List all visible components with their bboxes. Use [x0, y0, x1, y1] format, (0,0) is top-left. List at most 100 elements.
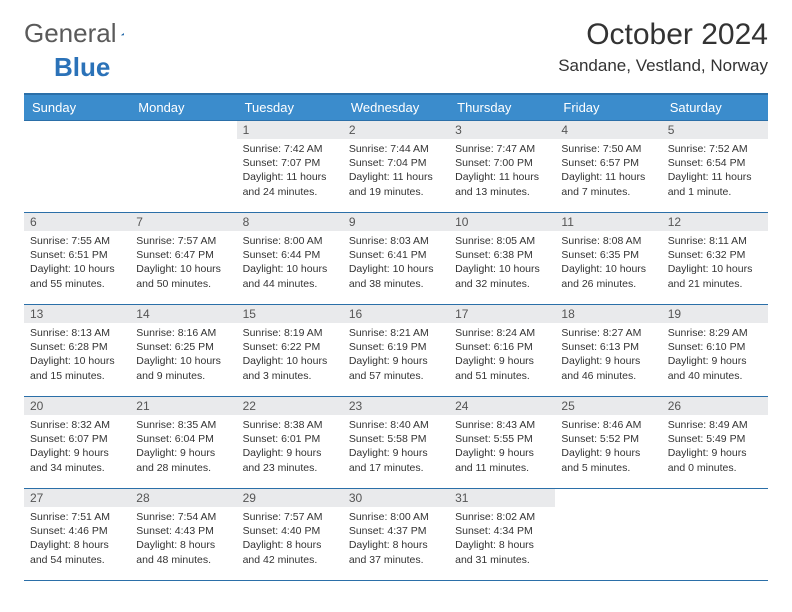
day-number: 29	[237, 489, 343, 507]
daylight-text: Daylight: 8 hours and 31 minutes.	[455, 538, 549, 566]
sunrise-text: Sunrise: 7:55 AM	[30, 234, 124, 248]
day-number: 7	[130, 213, 236, 231]
calendar-day-cell: 10Sunrise: 8:05 AMSunset: 6:38 PMDayligh…	[449, 213, 555, 305]
calendar-day-cell: 19Sunrise: 8:29 AMSunset: 6:10 PMDayligh…	[662, 305, 768, 397]
daylight-text: Daylight: 8 hours and 42 minutes.	[243, 538, 337, 566]
day-details: Sunrise: 7:54 AMSunset: 4:43 PMDaylight:…	[130, 507, 236, 571]
calendar-body: 1Sunrise: 7:42 AMSunset: 7:07 PMDaylight…	[24, 121, 768, 581]
calendar-day-cell: 22Sunrise: 8:38 AMSunset: 6:01 PMDayligh…	[237, 397, 343, 489]
calendar-day-cell: 25Sunrise: 8:46 AMSunset: 5:52 PMDayligh…	[555, 397, 661, 489]
calendar-table: SundayMondayTuesdayWednesdayThursdayFrid…	[24, 93, 768, 581]
weekday-header-row: SundayMondayTuesdayWednesdayThursdayFrid…	[24, 94, 768, 121]
daylight-text: Daylight: 10 hours and 55 minutes.	[30, 262, 124, 290]
location-text: Sandane, Vestland, Norway	[558, 56, 768, 76]
day-details: Sunrise: 8:32 AMSunset: 6:07 PMDaylight:…	[24, 415, 130, 479]
calendar-day-cell: 11Sunrise: 8:08 AMSunset: 6:35 PMDayligh…	[555, 213, 661, 305]
sunrise-text: Sunrise: 8:21 AM	[349, 326, 443, 340]
calendar-day-cell: 21Sunrise: 8:35 AMSunset: 6:04 PMDayligh…	[130, 397, 236, 489]
day-number: 8	[237, 213, 343, 231]
day-details: Sunrise: 8:49 AMSunset: 5:49 PMDaylight:…	[662, 415, 768, 479]
calendar-day-cell: 7Sunrise: 7:57 AMSunset: 6:47 PMDaylight…	[130, 213, 236, 305]
calendar-day-cell: 23Sunrise: 8:40 AMSunset: 5:58 PMDayligh…	[343, 397, 449, 489]
sunrise-text: Sunrise: 8:08 AM	[561, 234, 655, 248]
weekday-header: Tuesday	[237, 94, 343, 121]
daylight-text: Daylight: 10 hours and 50 minutes.	[136, 262, 230, 290]
sunrise-text: Sunrise: 7:51 AM	[30, 510, 124, 524]
day-number: 30	[343, 489, 449, 507]
sunset-text: Sunset: 6:47 PM	[136, 248, 230, 262]
weekday-header: Wednesday	[343, 94, 449, 121]
sunset-text: Sunset: 6:16 PM	[455, 340, 549, 354]
day-details: Sunrise: 8:24 AMSunset: 6:16 PMDaylight:…	[449, 323, 555, 387]
calendar-day-cell: 5Sunrise: 7:52 AMSunset: 6:54 PMDaylight…	[662, 121, 768, 213]
day-details: Sunrise: 7:52 AMSunset: 6:54 PMDaylight:…	[662, 139, 768, 203]
day-number: 26	[662, 397, 768, 415]
day-number: 31	[449, 489, 555, 507]
sunset-text: Sunset: 6:57 PM	[561, 156, 655, 170]
day-details: Sunrise: 8:00 AMSunset: 4:37 PMDaylight:…	[343, 507, 449, 571]
sunset-text: Sunset: 6:35 PM	[561, 248, 655, 262]
calendar-day-cell: 26Sunrise: 8:49 AMSunset: 5:49 PMDayligh…	[662, 397, 768, 489]
sunset-text: Sunset: 7:07 PM	[243, 156, 337, 170]
sunset-text: Sunset: 6:38 PM	[455, 248, 549, 262]
calendar-day-cell: 13Sunrise: 8:13 AMSunset: 6:28 PMDayligh…	[24, 305, 130, 397]
sunset-text: Sunset: 6:04 PM	[136, 432, 230, 446]
daylight-text: Daylight: 10 hours and 21 minutes.	[668, 262, 762, 290]
sunrise-text: Sunrise: 8:05 AM	[455, 234, 549, 248]
day-number: 6	[24, 213, 130, 231]
sunset-text: Sunset: 6:19 PM	[349, 340, 443, 354]
sunrise-text: Sunrise: 8:49 AM	[668, 418, 762, 432]
sunrise-text: Sunrise: 8:19 AM	[243, 326, 337, 340]
day-details: Sunrise: 8:27 AMSunset: 6:13 PMDaylight:…	[555, 323, 661, 387]
logo-triangle-icon	[121, 24, 124, 44]
calendar-empty-cell	[555, 489, 661, 581]
calendar-day-cell: 29Sunrise: 7:57 AMSunset: 4:40 PMDayligh…	[237, 489, 343, 581]
day-number: 14	[130, 305, 236, 323]
logo: General	[24, 18, 145, 49]
sunrise-text: Sunrise: 8:16 AM	[136, 326, 230, 340]
daylight-text: Daylight: 8 hours and 48 minutes.	[136, 538, 230, 566]
day-details: Sunrise: 8:16 AMSunset: 6:25 PMDaylight:…	[130, 323, 236, 387]
daylight-text: Daylight: 9 hours and 0 minutes.	[668, 446, 762, 474]
calendar-day-cell: 31Sunrise: 8:02 AMSunset: 4:34 PMDayligh…	[449, 489, 555, 581]
weekday-header: Monday	[130, 94, 236, 121]
day-details: Sunrise: 8:40 AMSunset: 5:58 PMDaylight:…	[343, 415, 449, 479]
sunrise-text: Sunrise: 8:00 AM	[243, 234, 337, 248]
day-number: 27	[24, 489, 130, 507]
day-details: Sunrise: 8:08 AMSunset: 6:35 PMDaylight:…	[555, 231, 661, 295]
sunrise-text: Sunrise: 8:38 AM	[243, 418, 337, 432]
weekday-header: Friday	[555, 94, 661, 121]
daylight-text: Daylight: 11 hours and 19 minutes.	[349, 170, 443, 198]
calendar-day-cell: 14Sunrise: 8:16 AMSunset: 6:25 PMDayligh…	[130, 305, 236, 397]
calendar-day-cell: 8Sunrise: 8:00 AMSunset: 6:44 PMDaylight…	[237, 213, 343, 305]
calendar-day-cell: 16Sunrise: 8:21 AMSunset: 6:19 PMDayligh…	[343, 305, 449, 397]
sunset-text: Sunset: 7:00 PM	[455, 156, 549, 170]
sunset-text: Sunset: 6:41 PM	[349, 248, 443, 262]
day-number: 23	[343, 397, 449, 415]
day-details: Sunrise: 8:46 AMSunset: 5:52 PMDaylight:…	[555, 415, 661, 479]
sunrise-text: Sunrise: 8:11 AM	[668, 234, 762, 248]
daylight-text: Daylight: 9 hours and 23 minutes.	[243, 446, 337, 474]
daylight-text: Daylight: 9 hours and 40 minutes.	[668, 354, 762, 382]
sunset-text: Sunset: 4:43 PM	[136, 524, 230, 538]
calendar-day-cell: 17Sunrise: 8:24 AMSunset: 6:16 PMDayligh…	[449, 305, 555, 397]
day-number: 19	[662, 305, 768, 323]
calendar-day-cell: 9Sunrise: 8:03 AMSunset: 6:41 PMDaylight…	[343, 213, 449, 305]
sunset-text: Sunset: 5:55 PM	[455, 432, 549, 446]
day-details: Sunrise: 8:19 AMSunset: 6:22 PMDaylight:…	[237, 323, 343, 387]
day-number: 21	[130, 397, 236, 415]
day-details: Sunrise: 7:51 AMSunset: 4:46 PMDaylight:…	[24, 507, 130, 571]
day-details: Sunrise: 8:11 AMSunset: 6:32 PMDaylight:…	[662, 231, 768, 295]
daylight-text: Daylight: 10 hours and 26 minutes.	[561, 262, 655, 290]
day-details: Sunrise: 8:38 AMSunset: 6:01 PMDaylight:…	[237, 415, 343, 479]
calendar-day-cell: 3Sunrise: 7:47 AMSunset: 7:00 PMDaylight…	[449, 121, 555, 213]
day-number: 11	[555, 213, 661, 231]
calendar-day-cell: 27Sunrise: 7:51 AMSunset: 4:46 PMDayligh…	[24, 489, 130, 581]
day-details: Sunrise: 7:50 AMSunset: 6:57 PMDaylight:…	[555, 139, 661, 203]
day-number: 2	[343, 121, 449, 139]
calendar-week-row: 6Sunrise: 7:55 AMSunset: 6:51 PMDaylight…	[24, 213, 768, 305]
daylight-text: Daylight: 11 hours and 24 minutes.	[243, 170, 337, 198]
day-details: Sunrise: 7:44 AMSunset: 7:04 PMDaylight:…	[343, 139, 449, 203]
sunset-text: Sunset: 6:13 PM	[561, 340, 655, 354]
sunset-text: Sunset: 4:46 PM	[30, 524, 124, 538]
